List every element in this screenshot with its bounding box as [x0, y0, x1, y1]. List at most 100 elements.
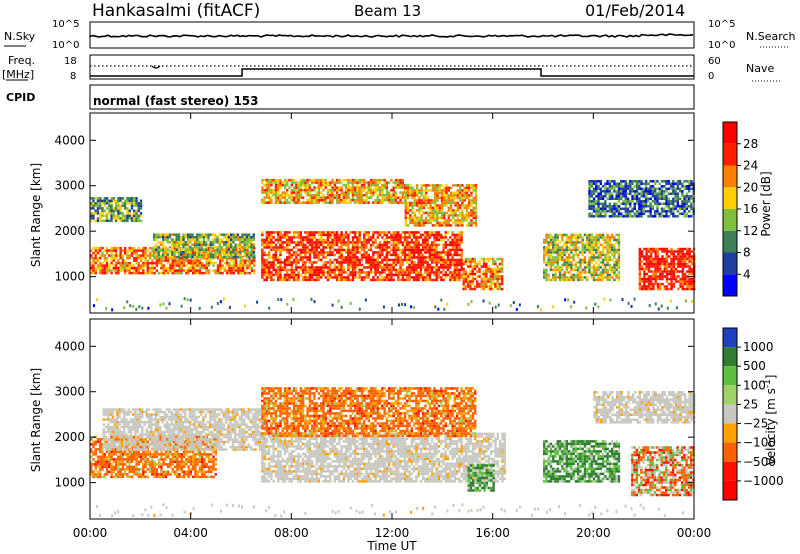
power-cell [351, 183, 355, 187]
power-cell [615, 233, 618, 237]
power-cell [583, 261, 587, 264]
power-cell [480, 272, 483, 276]
power-cell [369, 248, 373, 252]
power-cell [406, 253, 409, 257]
power-cell [449, 209, 453, 212]
power-cell [196, 261, 199, 265]
power-cell [468, 196, 471, 200]
power-cell [353, 243, 357, 247]
power-cell [347, 241, 350, 244]
power-cell [392, 236, 395, 239]
power-cell [329, 276, 332, 279]
power-cell [191, 248, 194, 251]
power-cell [279, 196, 282, 199]
power-cell [426, 251, 429, 254]
power-cell [552, 258, 555, 262]
power-cell [121, 269, 125, 272]
power-cell [599, 207, 603, 211]
power-cell [601, 243, 605, 247]
power-cell [376, 231, 380, 234]
power-cell [286, 278, 289, 282]
power-cell [455, 273, 459, 277]
power-cell [686, 255, 689, 258]
power-cell [276, 196, 280, 199]
power-cell [649, 275, 653, 278]
power-cell [270, 201, 273, 204]
power-cell [250, 248, 253, 251]
power-cell [444, 251, 447, 254]
power-cell [474, 201, 478, 205]
power-cell [101, 264, 104, 267]
power-cell [331, 238, 334, 242]
power-cell [182, 233, 185, 236]
power-cell [465, 224, 469, 227]
power-cell [487, 267, 490, 271]
power-cell [661, 257, 664, 261]
power-cell [640, 277, 644, 281]
power-cell [342, 236, 346, 239]
power-cell [103, 256, 106, 260]
power-cell [223, 250, 226, 254]
power-cell [458, 189, 462, 192]
power-cell [317, 251, 321, 254]
power-cell [658, 202, 661, 206]
power-cell [96, 209, 100, 213]
power-cell [460, 241, 463, 244]
power-cell [369, 263, 373, 267]
power-cell [470, 201, 473, 205]
power-cell [292, 181, 296, 184]
power-cell [333, 183, 337, 187]
power-cell [606, 238, 609, 242]
power-cell [229, 238, 233, 241]
power-cell [659, 260, 662, 263]
power-cell [315, 278, 318, 282]
power-cell [274, 251, 278, 254]
power-cell [406, 258, 409, 262]
power-cell [137, 217, 140, 220]
power-cell [421, 243, 425, 247]
power-cell [581, 271, 584, 274]
power-cell [427, 184, 430, 187]
power-cell [672, 185, 675, 188]
power-cell [667, 180, 670, 183]
power-cell [320, 183, 323, 187]
power-cell [173, 271, 177, 275]
power-cell [434, 186, 437, 190]
power-cell [399, 241, 402, 244]
power-cell [92, 269, 95, 272]
power-cell [234, 238, 237, 241]
power-cell [485, 275, 488, 278]
power-cell [498, 277, 502, 281]
power-cell [408, 263, 411, 267]
power-cell [622, 192, 625, 196]
power-cell [310, 276, 314, 279]
power-cell [283, 241, 287, 244]
power-cell [180, 248, 183, 251]
power-cell [272, 193, 275, 197]
power-cell [631, 187, 634, 191]
power-cell [353, 231, 357, 234]
power-cell [458, 186, 462, 190]
power-cell [427, 189, 430, 192]
power-cell [299, 238, 303, 242]
power-cell [387, 266, 391, 269]
power-cell [234, 250, 237, 254]
power-cell [674, 275, 678, 278]
power-cell [96, 217, 100, 220]
power-cell [383, 233, 386, 237]
power-cell [90, 264, 93, 267]
power-cell [461, 189, 464, 192]
power-cell [387, 278, 391, 282]
power-cell [387, 273, 391, 277]
power-cell [677, 247, 680, 251]
power-cell [452, 209, 455, 212]
power-cell [480, 280, 483, 283]
power-cell [218, 240, 222, 244]
power-cell [286, 178, 289, 182]
power-cell [681, 285, 685, 288]
power-cell [308, 271, 312, 274]
power-cell [409, 186, 412, 190]
power-cell [301, 196, 305, 199]
power-cell [340, 188, 343, 192]
power-cell [335, 251, 339, 254]
